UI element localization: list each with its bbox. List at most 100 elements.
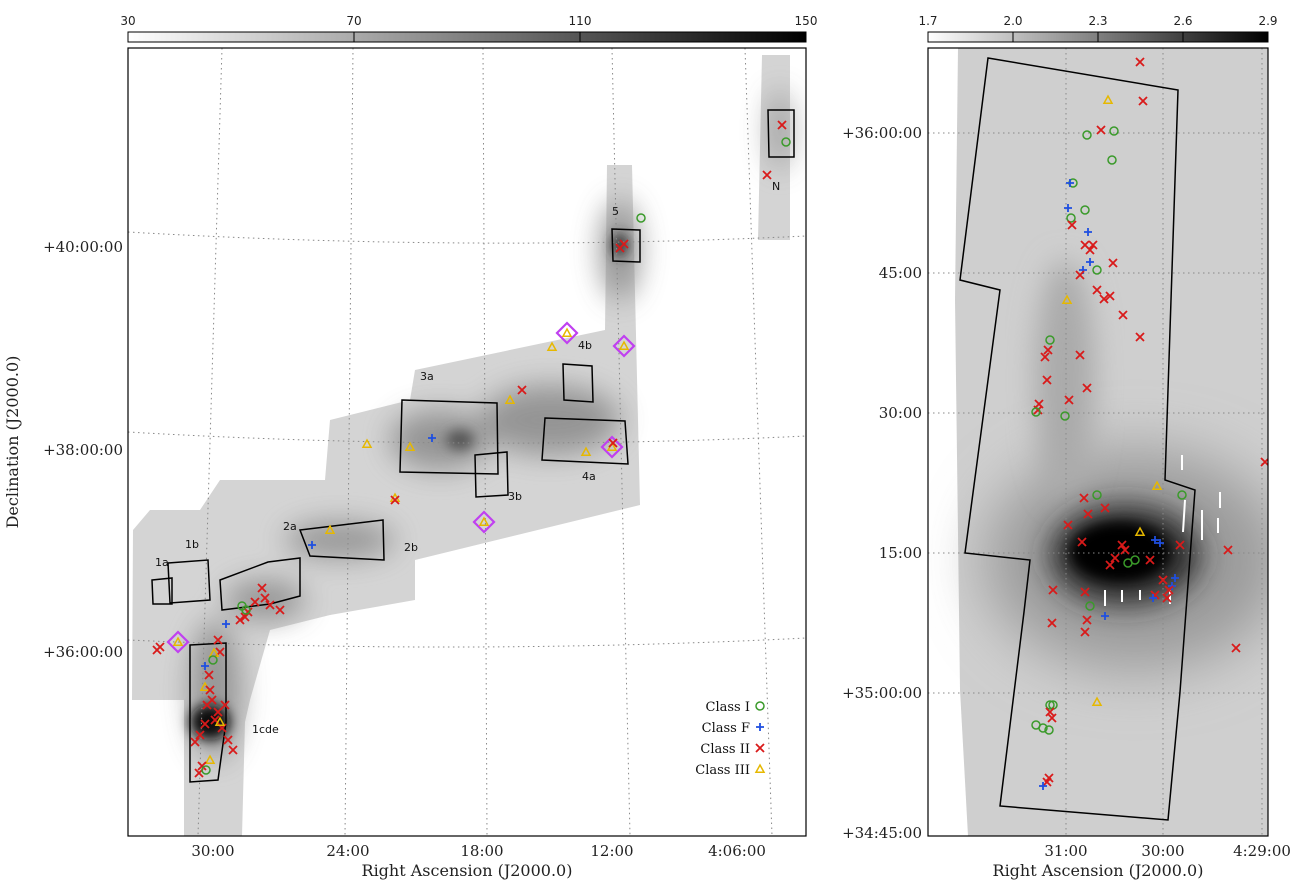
region-label-1b: 1b: [185, 538, 199, 551]
class-iii-marker: [754, 763, 766, 773]
diamond-marker: [555, 321, 579, 345]
class-f-marker: [222, 620, 230, 628]
class-i-marker: [781, 137, 791, 147]
class-f-marker: [756, 723, 764, 731]
right-y-tick-label: 30:00: [879, 404, 922, 422]
class-f-marker: [1064, 204, 1072, 212]
class-iii-marker: [546, 341, 558, 351]
class-i-marker: [1038, 723, 1048, 733]
class-ii-marker: [260, 593, 270, 603]
right-colorbar-tick-label: 2.9: [1258, 14, 1277, 28]
class-i-marker: [1045, 700, 1055, 710]
class-i-marker: [1031, 407, 1041, 417]
left-colorbar-tick-label: 110: [569, 14, 592, 28]
class-i-marker: [1092, 490, 1102, 500]
right-panel: 31:00 30:00 4:29:00 +34:45:00 +35:00:00 15:00…: [842, 47, 1291, 880]
class-ii-marker: [1135, 332, 1145, 342]
left-x-tick-label: 18:00: [460, 842, 503, 860]
diamond-marker: [472, 510, 496, 534]
class-iii-marker: [404, 441, 416, 451]
class-ii-marker: [275, 605, 285, 615]
class-f-marker: [1086, 258, 1094, 266]
class-ii-marker: [1105, 560, 1115, 570]
class-iii-marker: [618, 340, 630, 350]
class-ii-marker: [1047, 618, 1057, 628]
class-ii-marker: [257, 583, 267, 593]
region-label-3b: 3b: [508, 490, 522, 503]
class-i-marker: [208, 655, 218, 665]
class-ii-marker: [1096, 125, 1106, 135]
class-iii-marker: [172, 636, 184, 646]
region-3b: [474, 451, 509, 498]
class-ii-marker: [1080, 587, 1090, 597]
class-iii-marker: [1061, 294, 1073, 304]
legend-entry: Class III: [695, 763, 750, 778]
class-ii-marker: [1110, 553, 1120, 563]
class-ii-marker: [228, 745, 238, 755]
class-ii-marker: [1075, 350, 1085, 360]
right-colorbar-tick-label: 1.7: [918, 14, 937, 28]
class-ii-marker: [213, 635, 223, 645]
region-2b: [298, 519, 385, 561]
legend-entry: Class II: [700, 742, 750, 757]
class-i-marker: [1082, 130, 1092, 140]
class-ii-marker: [223, 735, 233, 745]
class-ii-marker: [1231, 643, 1241, 653]
right-y-tick-label: +36:00:00: [842, 124, 922, 142]
left-y-tick-label: +38:00:00: [43, 441, 123, 459]
class-ii-marker: [777, 120, 787, 130]
class-iii-marker: [1151, 480, 1163, 490]
class-ii-marker: [755, 743, 765, 753]
class-i-marker: [241, 605, 251, 615]
left-y-tick-label: +40:00:00: [43, 238, 123, 256]
left-x-tick-label: 12:00: [590, 842, 633, 860]
right-y-tick-label: 15:00: [879, 544, 922, 562]
class-iii-marker: [504, 394, 516, 404]
class-i-marker: [1044, 725, 1054, 735]
class-f-marker: [1066, 179, 1074, 187]
class-f-marker: [1156, 539, 1164, 547]
region-3a: [399, 399, 499, 475]
class-ii-marker: [1135, 57, 1145, 67]
class-i-marker: [1045, 335, 1055, 345]
left-y-axis-title: Declination (J2000.0): [3, 356, 22, 529]
diamond-marker: [166, 630, 190, 654]
left-x-axis-title: Right Ascension (J2000.0): [362, 861, 573, 880]
region-1b: [167, 559, 211, 604]
class-ii-marker: [1077, 537, 1087, 547]
class-ii-marker: [1138, 96, 1148, 106]
class-ii-marker: [1042, 777, 1052, 787]
class-ii-marker: [1118, 310, 1128, 320]
class-ii-marker: [390, 495, 400, 505]
right-y-tick-label: 45:00: [879, 264, 922, 282]
left-markers: [152, 120, 791, 778]
class-ii-marker: [1145, 555, 1155, 565]
region-4b: [562, 363, 594, 403]
left-grid: [128, 48, 806, 836]
right-markers: [1031, 57, 1268, 790]
class-ii-marker: [1080, 627, 1090, 637]
region-5: [611, 228, 641, 263]
class-i-marker: [636, 213, 646, 223]
class-iii-marker: [1091, 696, 1103, 706]
class-ii-marker: [1082, 615, 1092, 625]
right-colorbar-tick-label: 2.3: [1088, 14, 1107, 28]
class-ii-marker: [1100, 503, 1110, 513]
left-colorbar-tick-label: 30: [120, 14, 135, 28]
left-colorbar: 30 70 110 150: [120, 14, 817, 43]
region-label-2b: 2b: [404, 541, 418, 554]
class-iii-marker: [204, 754, 216, 764]
class-iii-marker: [361, 438, 373, 448]
class-ii-marker: [619, 239, 629, 249]
region-label-5: 5: [612, 205, 619, 218]
class-f-marker: [1151, 536, 1159, 544]
class-ii-marker: [250, 597, 260, 607]
class-ii-marker: [1063, 520, 1073, 530]
left-colorbar-tick-label: 70: [346, 14, 361, 28]
right-colorbar-tick-label: 2.6: [1173, 14, 1192, 28]
class-ii-marker: [235, 615, 245, 625]
class-i-marker: [201, 765, 211, 775]
left-panel: 1a 1b 1cde 2a 2b 3a 3b 4a 4b 5 N Class I…: [3, 47, 807, 880]
class-ii-marker: [608, 438, 618, 448]
